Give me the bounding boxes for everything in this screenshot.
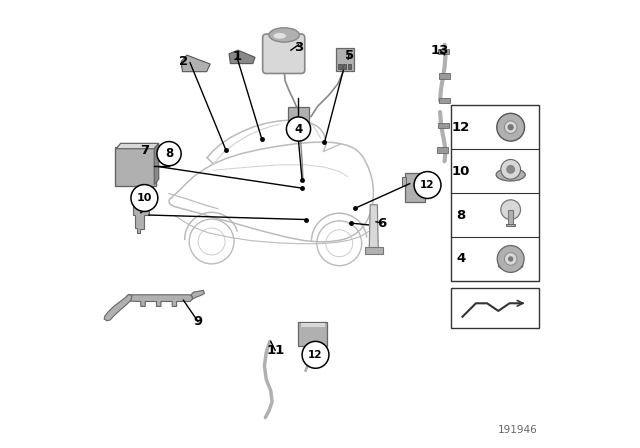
Text: 8: 8	[456, 208, 466, 222]
Bar	[437, 147, 447, 153]
Text: 12: 12	[420, 180, 435, 190]
Polygon shape	[229, 50, 255, 64]
FancyBboxPatch shape	[115, 147, 156, 186]
Ellipse shape	[273, 33, 286, 39]
Text: 10: 10	[137, 193, 152, 203]
Circle shape	[497, 246, 524, 272]
Text: 4: 4	[456, 252, 466, 266]
Polygon shape	[104, 295, 132, 321]
Text: 1: 1	[232, 49, 242, 63]
Ellipse shape	[499, 261, 523, 270]
Polygon shape	[191, 290, 204, 299]
Ellipse shape	[496, 168, 525, 181]
Bar	[439, 98, 450, 103]
FancyBboxPatch shape	[288, 107, 309, 126]
Bar	[401, 177, 406, 186]
Bar	[508, 210, 513, 225]
Text: 9: 9	[193, 315, 203, 328]
Circle shape	[302, 341, 329, 368]
Circle shape	[131, 185, 158, 211]
Circle shape	[508, 256, 513, 262]
FancyBboxPatch shape	[336, 48, 355, 71]
Circle shape	[501, 200, 520, 220]
Text: 12: 12	[308, 350, 323, 360]
Circle shape	[157, 142, 181, 166]
Circle shape	[504, 253, 517, 265]
Polygon shape	[369, 205, 378, 248]
Circle shape	[287, 117, 310, 141]
Circle shape	[414, 172, 441, 198]
FancyBboxPatch shape	[405, 173, 425, 202]
Bar	[451, 288, 539, 328]
Bar	[338, 64, 342, 69]
Polygon shape	[116, 143, 159, 149]
Text: 10: 10	[452, 164, 470, 178]
Circle shape	[497, 113, 525, 141]
Circle shape	[506, 165, 515, 174]
Bar	[301, 323, 325, 327]
Bar	[348, 64, 351, 69]
Circle shape	[508, 124, 514, 130]
Text: 2: 2	[179, 55, 188, 69]
Bar	[365, 247, 383, 254]
Text: 12: 12	[452, 121, 470, 134]
Text: 8: 8	[165, 147, 173, 160]
Circle shape	[504, 121, 517, 134]
Polygon shape	[154, 143, 159, 185]
FancyBboxPatch shape	[262, 34, 305, 73]
Text: 5: 5	[344, 48, 354, 62]
Circle shape	[501, 159, 520, 179]
Polygon shape	[127, 295, 192, 306]
Bar	[424, 177, 428, 186]
Ellipse shape	[269, 28, 300, 42]
Text: 7: 7	[140, 144, 149, 158]
Bar	[506, 224, 515, 226]
Polygon shape	[181, 55, 210, 72]
Bar	[438, 123, 449, 128]
FancyBboxPatch shape	[298, 322, 327, 346]
Polygon shape	[132, 193, 149, 233]
Bar	[343, 64, 346, 69]
Text: 4: 4	[294, 122, 303, 136]
Text: 3: 3	[294, 41, 303, 55]
Bar	[451, 105, 539, 281]
Text: 6: 6	[377, 216, 387, 230]
Text: 11: 11	[266, 344, 284, 357]
Bar	[439, 73, 450, 79]
Bar	[438, 49, 449, 54]
Text: 191946: 191946	[497, 425, 538, 435]
Text: 13: 13	[431, 43, 449, 57]
